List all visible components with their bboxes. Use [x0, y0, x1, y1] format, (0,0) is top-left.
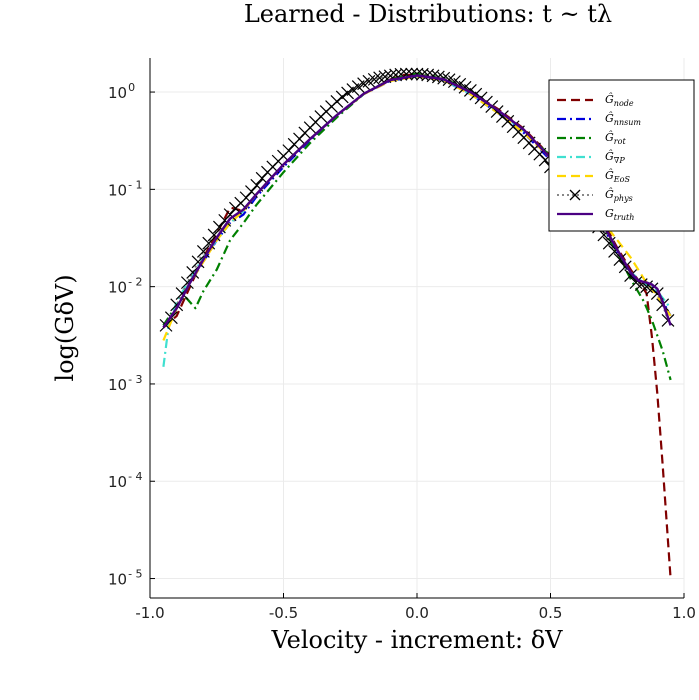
series-5-marker — [410, 67, 424, 81]
series-5-marker — [186, 266, 200, 279]
series-5-marker — [212, 220, 226, 234]
y-axis-label: log(GδV) — [51, 274, 79, 381]
series-5-marker — [613, 253, 627, 266]
series-5-marker — [207, 228, 221, 242]
series-6-line — [162, 74, 672, 329]
x-tick-label: 0.5 — [539, 604, 563, 622]
x-tick-label: -1.0 — [135, 604, 164, 622]
x-ticks: -1.0 -0.5 0.0 0.5 1.0 — [135, 593, 696, 622]
y-tick-label: 10- 5 — [108, 568, 143, 589]
legend-label: Ĝnnsum — [605, 111, 641, 127]
legend-label: Ĝphys — [605, 187, 633, 203]
x-tick-label: 1.0 — [672, 604, 696, 622]
y-tick-label: 10- 1 — [108, 178, 143, 199]
grid — [149, 58, 685, 598]
y-ticks: 100 10- 1 10- 2 10- 3 10- 4 10- 5 — [108, 81, 155, 589]
y-tick-label: 100 — [108, 81, 135, 102]
series-5-marker — [431, 70, 445, 84]
series-5-marker — [624, 269, 638, 282]
series-5-marker — [196, 245, 210, 258]
series-5-marker — [421, 68, 435, 82]
series-5-marker — [415, 67, 429, 81]
legend-marker — [569, 189, 581, 201]
series-group — [159, 67, 675, 579]
series-5-marker — [602, 236, 616, 250]
series-5-marker — [223, 208, 237, 222]
legend-label: Ĝnode — [605, 92, 634, 108]
x-tick-label: -0.5 — [269, 604, 298, 622]
x-tick-label: 0.0 — [405, 604, 429, 622]
legend-label: ĜEoS — [605, 168, 630, 184]
chart-title: Learned - Distributions: t ~ tλ — [244, 0, 612, 28]
series-5-marker — [367, 72, 381, 86]
series-5-marker — [335, 90, 349, 104]
legend-box — [548, 79, 695, 232]
y-tick-label: 10- 2 — [108, 276, 143, 297]
legend-label: Gtruth — [605, 207, 634, 222]
y-tick-label: 10- 3 — [108, 373, 143, 394]
series-5-marker — [202, 236, 216, 250]
series-5-marker — [426, 69, 440, 83]
series-5-marker — [608, 245, 622, 258]
series-5-marker — [373, 71, 387, 85]
y-tick-label: 10- 4 — [108, 470, 143, 491]
x-axis-label: Velocity - increment: δV — [271, 626, 564, 654]
series-5-marker — [191, 255, 205, 269]
legend: Ĝnode Ĝnnsum Ĝrot Ĝ∇P ĜEoS Ĝphys Gtruth — [548, 79, 695, 232]
legend-label: Ĝrot — [605, 130, 626, 146]
legend-label: Ĝ∇P — [605, 149, 625, 165]
